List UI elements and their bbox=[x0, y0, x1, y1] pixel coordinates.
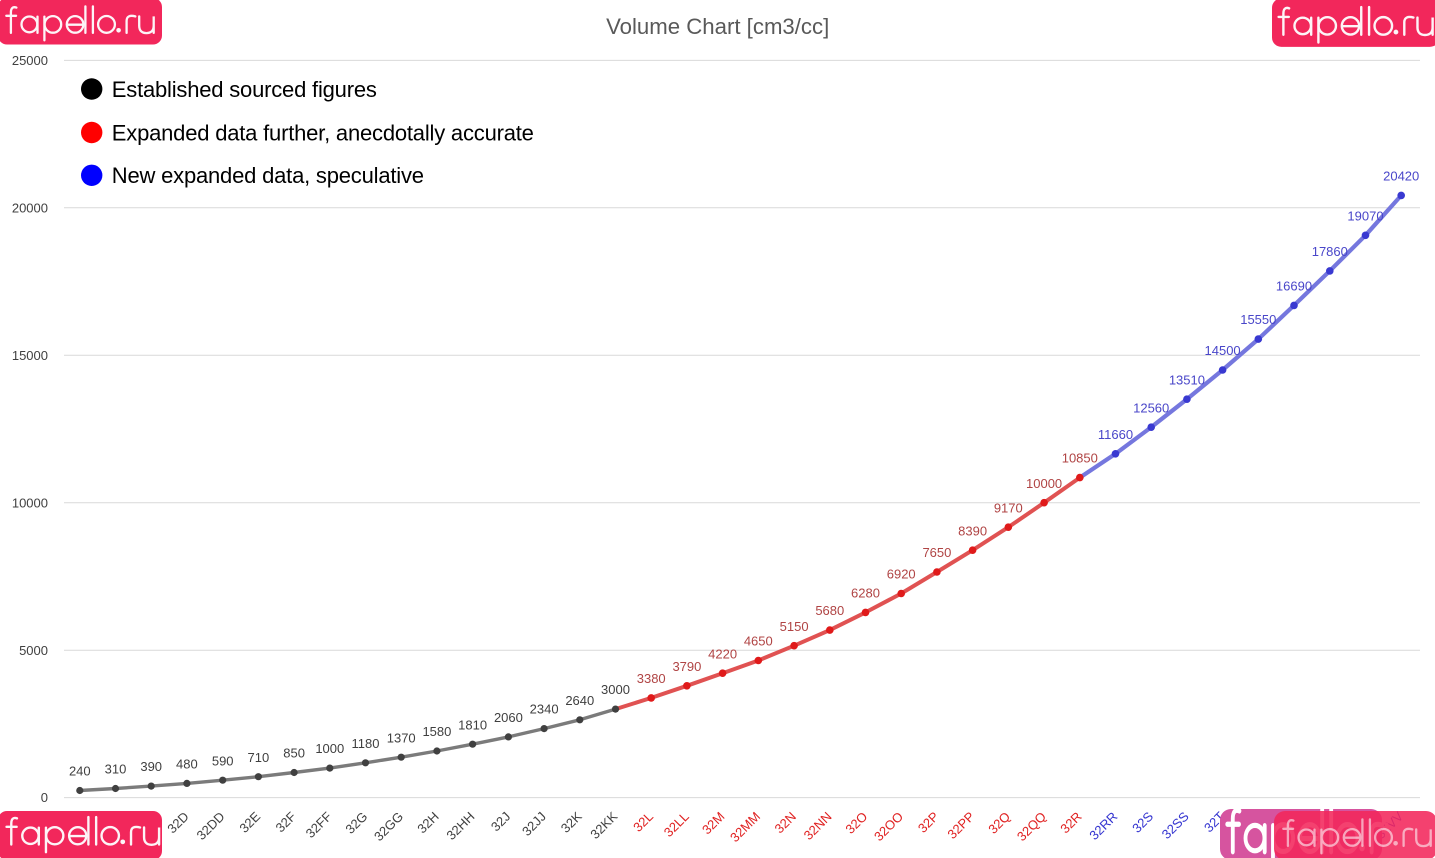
svg-text:710: 710 bbox=[248, 750, 270, 765]
svg-text:Expanded data further, anecdot: Expanded data further, anecdotally accur… bbox=[112, 120, 534, 145]
svg-text:32OO: 32OO bbox=[871, 809, 906, 844]
svg-text:8390: 8390 bbox=[958, 523, 987, 538]
svg-text:32P: 32P bbox=[915, 809, 942, 836]
svg-text:32DD: 32DD bbox=[193, 809, 227, 843]
svg-text:19070: 19070 bbox=[1347, 208, 1383, 223]
svg-text:32H: 32H bbox=[414, 809, 441, 836]
svg-text:32O: 32O bbox=[842, 809, 870, 837]
svg-text:5000: 5000 bbox=[19, 643, 48, 658]
svg-text:0: 0 bbox=[41, 790, 48, 805]
svg-text:32F: 32F bbox=[273, 809, 299, 835]
svg-text:1180: 1180 bbox=[352, 736, 380, 751]
svg-text:32KK: 32KK bbox=[587, 809, 620, 842]
svg-text:3380: 3380 bbox=[637, 671, 666, 686]
svg-text:5680: 5680 bbox=[815, 603, 844, 618]
svg-text:10850: 10850 bbox=[1062, 451, 1098, 466]
svg-text:1810: 1810 bbox=[458, 717, 487, 732]
svg-text:32D: 32D bbox=[164, 809, 191, 836]
svg-text:2340: 2340 bbox=[530, 702, 559, 717]
svg-text:32G: 32G bbox=[342, 809, 370, 837]
svg-text:590: 590 bbox=[212, 753, 234, 768]
svg-text:390: 390 bbox=[140, 759, 162, 774]
svg-text:5150: 5150 bbox=[780, 619, 809, 634]
svg-text:17860: 17860 bbox=[1312, 244, 1348, 259]
svg-text:20420: 20420 bbox=[1383, 169, 1419, 184]
svg-text:1370: 1370 bbox=[387, 730, 416, 745]
svg-text:32NN: 32NN bbox=[801, 809, 835, 843]
svg-text:32N: 32N bbox=[772, 809, 799, 836]
svg-text:9170: 9170 bbox=[994, 500, 1023, 515]
svg-text:1000: 1000 bbox=[315, 741, 344, 756]
svg-text:32Q: 32Q bbox=[985, 809, 1013, 837]
svg-text:10000: 10000 bbox=[1026, 476, 1062, 491]
svg-text:480: 480 bbox=[176, 757, 198, 772]
svg-text:32JJ: 32JJ bbox=[519, 809, 549, 839]
svg-text:32RR: 32RR bbox=[1086, 809, 1120, 843]
svg-text:12560: 12560 bbox=[1133, 400, 1169, 415]
svg-text:4650: 4650 bbox=[744, 634, 773, 649]
svg-text:32GG: 32GG bbox=[371, 809, 406, 844]
svg-text:310: 310 bbox=[105, 762, 127, 777]
svg-text:32MM: 32MM bbox=[727, 809, 763, 845]
svg-text:Volume Chart [cm3/cc]: Volume Chart [cm3/cc] bbox=[606, 14, 829, 39]
svg-text:4220: 4220 bbox=[708, 646, 737, 661]
svg-text:3000: 3000 bbox=[601, 682, 630, 697]
svg-text:15000: 15000 bbox=[12, 348, 48, 363]
svg-text:32M: 32M bbox=[699, 809, 727, 837]
svg-text:3790: 3790 bbox=[672, 659, 701, 674]
svg-text:13510: 13510 bbox=[1169, 372, 1205, 387]
svg-text:7650: 7650 bbox=[922, 545, 951, 560]
svg-text:32QQ: 32QQ bbox=[1014, 809, 1049, 844]
svg-text:32J: 32J bbox=[488, 809, 513, 834]
svg-text:32HH: 32HH bbox=[443, 809, 477, 843]
svg-text:32S: 32S bbox=[1129, 809, 1156, 836]
svg-text:32K: 32K bbox=[558, 809, 585, 836]
svg-text:32SS: 32SS bbox=[1159, 809, 1192, 842]
svg-text:16690: 16690 bbox=[1276, 279, 1312, 294]
svg-text:11660: 11660 bbox=[1098, 427, 1133, 442]
svg-text:20000: 20000 bbox=[12, 200, 48, 215]
svg-text:32FF: 32FF bbox=[303, 809, 335, 841]
svg-text:32PP: 32PP bbox=[944, 809, 977, 842]
svg-text:15550: 15550 bbox=[1240, 312, 1276, 327]
svg-text:240: 240 bbox=[69, 764, 91, 779]
svg-text:6280: 6280 bbox=[851, 586, 880, 601]
svg-text:14500: 14500 bbox=[1205, 343, 1241, 358]
svg-text:32E: 32E bbox=[236, 809, 263, 836]
svg-text:10000: 10000 bbox=[12, 495, 48, 510]
svg-text:2060: 2060 bbox=[494, 710, 523, 725]
svg-text:6920: 6920 bbox=[887, 567, 916, 582]
svg-text:1580: 1580 bbox=[422, 724, 451, 739]
svg-text:25000: 25000 bbox=[12, 53, 48, 68]
svg-text:850: 850 bbox=[283, 746, 305, 761]
svg-text:32L: 32L bbox=[630, 809, 656, 835]
svg-text:32LL: 32LL bbox=[661, 809, 692, 840]
svg-text:Established sourced figures: Established sourced figures bbox=[112, 77, 377, 102]
svg-text:2640: 2640 bbox=[565, 693, 594, 708]
svg-text:32R: 32R bbox=[1057, 809, 1084, 836]
svg-text:New expanded data, speculative: New expanded data, speculative bbox=[112, 163, 424, 188]
